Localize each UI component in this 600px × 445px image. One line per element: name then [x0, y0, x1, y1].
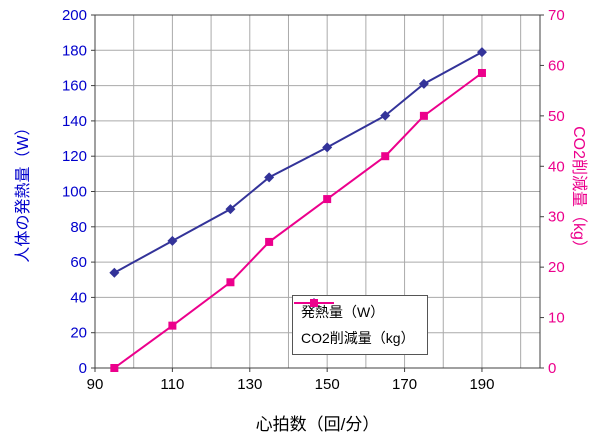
svg-text:150: 150	[315, 376, 340, 393]
svg-text:20: 20	[70, 325, 87, 342]
svg-text:180: 180	[62, 42, 87, 59]
svg-text:140: 140	[62, 113, 87, 130]
svg-text:60: 60	[548, 57, 565, 74]
svg-text:110: 110	[160, 376, 184, 393]
svg-text:80: 80	[70, 219, 87, 236]
svg-text:10: 10	[548, 310, 565, 327]
legend-label-heat: 発熱量（W）	[301, 304, 385, 320]
x-axis-title: 心拍数（回/分）	[255, 415, 380, 434]
svg-text:0: 0	[79, 360, 87, 377]
svg-text:40: 40	[548, 158, 565, 175]
svg-text:200: 200	[62, 7, 87, 24]
svg-text:100: 100	[62, 184, 87, 201]
svg-text:120: 120	[62, 148, 87, 165]
left-axis-title: 人体の発熱量（W）	[15, 119, 32, 263]
legend: 発熱量（W） CO2削減量（kg）	[292, 295, 428, 355]
series2-line-marker-icon	[294, 299, 334, 307]
svg-text:160: 160	[62, 78, 87, 95]
legend-label-co2: CO2削減量（kg）	[301, 330, 415, 346]
svg-text:130: 130	[237, 376, 262, 393]
svg-text:90: 90	[87, 376, 104, 393]
svg-text:20: 20	[548, 259, 565, 276]
svg-text:50: 50	[548, 108, 565, 125]
svg-text:170: 170	[392, 376, 417, 393]
svg-text:40: 40	[70, 289, 87, 306]
svg-text:0: 0	[548, 360, 556, 377]
svg-text:30: 30	[548, 209, 565, 226]
svg-text:190: 190	[469, 376, 494, 393]
svg-text:70: 70	[548, 7, 565, 24]
legend-item-co2: CO2削減量（kg）	[294, 299, 415, 348]
svg-text:60: 60	[70, 254, 87, 271]
right-axis-title: CO2削減量（kg）	[570, 126, 587, 256]
